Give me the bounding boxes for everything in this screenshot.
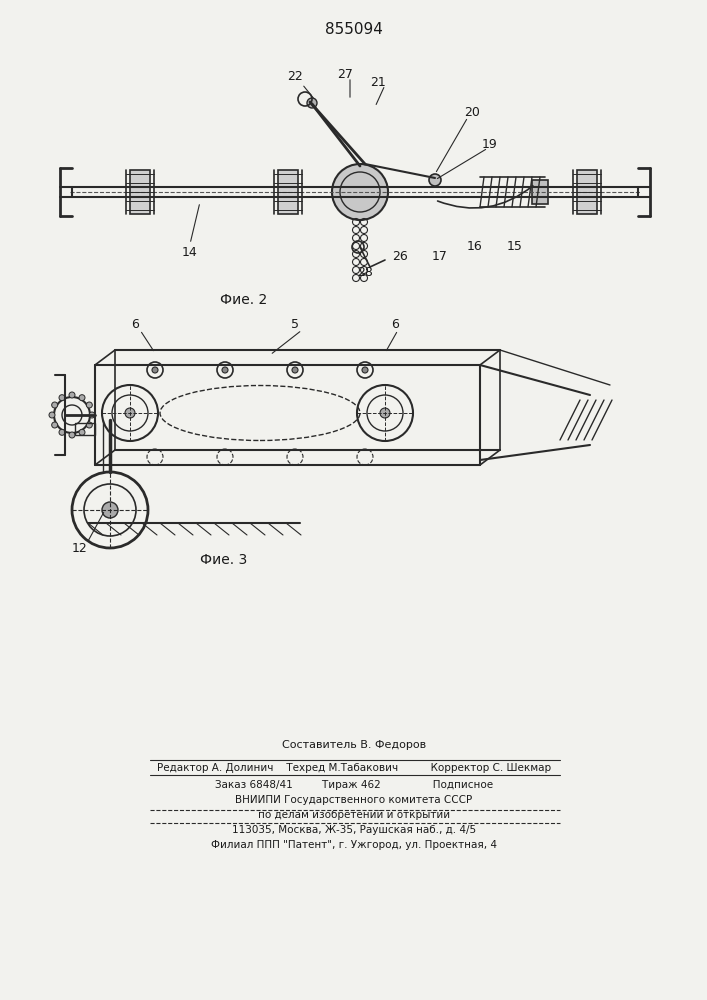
Bar: [577, 170, 597, 214]
Text: Фие. 3: Фие. 3: [200, 553, 247, 567]
Circle shape: [86, 402, 93, 408]
Circle shape: [332, 164, 388, 220]
Text: 14: 14: [182, 245, 198, 258]
Circle shape: [307, 98, 317, 108]
Circle shape: [152, 367, 158, 373]
Text: 21: 21: [370, 76, 386, 89]
Circle shape: [59, 429, 65, 435]
Text: 19: 19: [482, 137, 498, 150]
Circle shape: [380, 408, 390, 418]
Text: Составитель В. Федоров: Составитель В. Федоров: [282, 740, 426, 750]
Text: 26: 26: [392, 250, 408, 263]
Text: 113035, Москва, Ж-35, Раушская наб., д. 4/5: 113035, Москва, Ж-35, Раушская наб., д. …: [232, 825, 476, 835]
Bar: [130, 170, 150, 214]
Circle shape: [69, 432, 75, 438]
Circle shape: [222, 367, 228, 373]
Circle shape: [429, 174, 441, 186]
Text: 27: 27: [337, 68, 353, 81]
Text: 15: 15: [507, 240, 523, 253]
Circle shape: [86, 422, 93, 428]
Text: 6: 6: [391, 318, 399, 332]
Circle shape: [362, 367, 368, 373]
Text: 20: 20: [464, 105, 480, 118]
Text: ВНИИПИ Государственного комитета СССР: ВНИИПИ Государственного комитета СССР: [235, 795, 472, 805]
Circle shape: [89, 412, 95, 418]
Circle shape: [69, 392, 75, 398]
Text: 6: 6: [131, 318, 139, 332]
Text: Фие. 2: Фие. 2: [220, 293, 267, 307]
Circle shape: [102, 502, 118, 518]
Text: 22: 22: [287, 70, 303, 84]
Circle shape: [52, 422, 58, 428]
Bar: [278, 170, 298, 214]
Text: Редактор А. Долинич    Техред М.Табакович          Корректор С. Шекмар: Редактор А. Долинич Техред М.Табакович К…: [157, 763, 551, 773]
Text: 855094: 855094: [325, 22, 383, 37]
Text: 17: 17: [432, 250, 448, 263]
Text: 28: 28: [357, 265, 373, 278]
Circle shape: [79, 395, 85, 401]
Text: 5: 5: [291, 318, 299, 332]
Text: Филиал ППП "Патент", г. Ужгород, ул. Проектная, 4: Филиал ППП "Патент", г. Ужгород, ул. Про…: [211, 840, 497, 850]
Circle shape: [292, 367, 298, 373]
Circle shape: [49, 412, 55, 418]
Circle shape: [125, 408, 135, 418]
Bar: [75, 423, 95, 435]
Circle shape: [59, 395, 65, 401]
Bar: [532, 180, 548, 204]
Text: по делам изобретений и открытий: по делам изобретений и открытий: [258, 810, 450, 820]
Text: 12: 12: [72, 542, 88, 554]
Circle shape: [79, 429, 85, 435]
Circle shape: [52, 402, 58, 408]
Text: 16: 16: [467, 240, 483, 253]
Text: Заказ 6848/41         Тираж 462                Подписное: Заказ 6848/41 Тираж 462 Подписное: [215, 780, 493, 790]
